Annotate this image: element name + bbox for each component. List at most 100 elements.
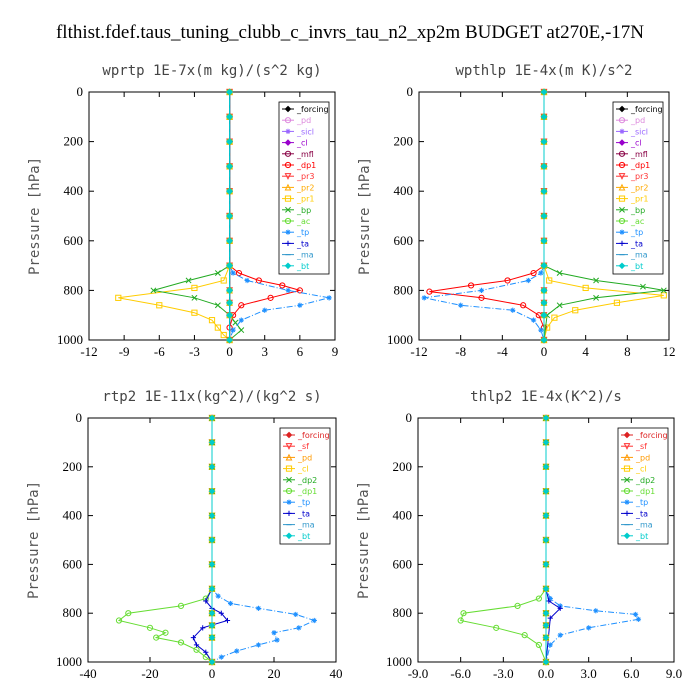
series-marker [162,629,169,636]
series-marker [593,608,599,614]
y-tick-label: 200 [394,134,414,149]
series-marker [296,625,302,631]
y-tick-label: 600 [393,556,413,571]
series-marker [572,307,579,314]
series-marker [285,443,293,450]
legend-label: _forcing [296,105,329,114]
legend-label: _ac [296,217,310,226]
series-marker [125,610,132,617]
series-marker [200,625,206,631]
legend-label: _pr2 [630,183,648,192]
series-marker [285,240,291,246]
series-marker [284,173,292,180]
y-axis-label: Pressure [hPa] [26,481,42,599]
x-tick-label: 0.0 [538,666,554,681]
legend-label: _cl [297,465,309,474]
series-marker [220,331,227,339]
legend-label: _tp [297,498,310,507]
series-marker [226,262,233,269]
series-marker [478,294,485,301]
series-marker [286,476,292,483]
y-tick-label: 600 [394,233,414,248]
series-marker [547,642,553,648]
series-marker [633,611,639,618]
legend-label: _bt [296,262,309,271]
series-marker [191,309,198,316]
series-marker [619,206,625,213]
series-marker [618,173,626,180]
series-marker [218,610,224,616]
y-axis-label: Pressure [hPa] [356,481,372,599]
series-marker [538,327,544,333]
series-marker [618,183,626,191]
y-tick-label: 200 [63,459,83,474]
legend-label: _ma [296,251,314,260]
x-tick-label: -12 [410,344,427,359]
series-marker [660,292,667,299]
series-marker [624,499,630,505]
y-tick-label: 800 [63,605,83,620]
legend: _forcing _pd _sicl _cl _mfl _dp1 _pr3 _pr2 _pr1 _… [278,101,330,275]
series-marker [203,598,209,604]
legend-label: _sf [635,442,647,451]
series-marker [540,138,548,145]
series-marker [284,139,292,146]
series-marker [618,117,626,124]
series-line [117,418,213,663]
series-marker [177,602,185,609]
series-marker [285,128,291,134]
series-marker [618,217,626,225]
series-marker [208,622,216,629]
series-marker [514,602,521,609]
series-marker [293,611,299,618]
x-tick-label: -3.0 [493,666,514,681]
series-marker [521,632,528,639]
series-marker [623,453,631,461]
series-marker [542,658,550,666]
series-marker [493,624,500,631]
series-marker [230,327,236,333]
series-marker [208,512,216,519]
legend-label: _ta [635,509,648,518]
series-marker [177,639,185,646]
legend-label: _ma [635,521,653,530]
legend-label: _tp [296,228,309,237]
series-marker [593,294,600,301]
series-marker [208,487,216,495]
series-marker [228,600,234,607]
legend-label: _cl [630,139,642,148]
series-marker [586,625,592,631]
y-axis-label: Pressure [hPa] [27,157,43,275]
legend-label: _mfl [296,150,314,159]
series-marker [542,414,550,422]
series-marker [311,617,317,624]
series-marker [274,637,280,643]
y-tick-label: 800 [394,282,414,297]
series-marker [623,443,631,450]
x-tick-label: 6.0 [623,666,639,681]
y-tick-label: 0 [76,410,83,425]
series-line [118,92,231,341]
panel-title: wpthlp 1E-4x(m K)/s^2 [455,63,632,79]
legend-label: _mfl [630,150,648,159]
legend-label: _bp [630,206,645,215]
series-marker [547,615,553,621]
x-tick-label: 3 [261,344,268,359]
x-tick-label: 40 [330,666,343,681]
x-tick-label: -12 [80,344,97,359]
x-tick-label: 20 [268,666,281,681]
y-tick-label: 400 [63,508,83,523]
series-marker [284,117,292,124]
y-tick-label: 800 [393,605,413,620]
series-marker [546,598,552,604]
x-tick-label: 3.0 [581,666,597,681]
series-marker [208,439,216,446]
series-marker [285,206,291,213]
legend-label: _dp1 [296,161,316,170]
series-line [424,92,545,341]
series-marker [460,610,467,617]
series-marker [226,163,233,170]
series-marker [540,262,548,269]
series-marker [613,299,621,306]
series-marker [540,187,548,195]
